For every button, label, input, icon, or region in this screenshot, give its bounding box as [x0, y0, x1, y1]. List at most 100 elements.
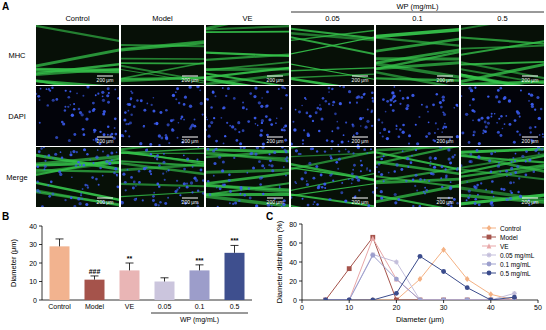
panel-label: A: [2, 1, 9, 12]
nucleus: [508, 99, 511, 102]
nucleus: [380, 190, 383, 193]
nucleus: [44, 168, 46, 170]
nucleus: [516, 110, 519, 113]
nucleus: [498, 118, 500, 120]
nucleus: [138, 170, 140, 172]
nucleus: [116, 152, 118, 154]
nucleus: [160, 137, 163, 140]
point: [441, 298, 446, 300]
nucleus: [154, 123, 156, 125]
nucleus: [212, 91, 215, 94]
nucleus: [421, 104, 423, 106]
point: [441, 298, 446, 300]
nucleus: [239, 142, 242, 145]
nucleus: [520, 89, 522, 91]
nucleus: [71, 176, 73, 178]
error-bar: [56, 239, 64, 246]
nucleus: [295, 109, 297, 111]
nucleus: [528, 100, 530, 102]
nucleus: [434, 132, 436, 134]
nucleus: [266, 91, 269, 94]
nucleus: [317, 186, 320, 189]
nucleus: [154, 203, 157, 206]
fiber: [121, 45, 204, 46]
nucleus: [345, 121, 347, 123]
nucleus: [356, 102, 358, 104]
point: [370, 297, 375, 300]
nucleus: [540, 108, 543, 111]
micrograph: [121, 147, 204, 207]
nucleus: [107, 101, 110, 104]
y-tick-label: 60: [289, 240, 297, 247]
nucleus: [103, 133, 106, 136]
nucleus: [396, 125, 398, 127]
nucleus: [158, 134, 161, 137]
nucleus: [424, 179, 426, 181]
nucleus: [461, 164, 462, 167]
nucleus: [341, 182, 343, 184]
nucleus: [425, 135, 428, 138]
nucleus: [95, 178, 98, 181]
nucleus: [233, 157, 235, 159]
nucleus: [308, 162, 311, 165]
nucleus: [439, 147, 442, 149]
nucleus: [127, 169, 129, 171]
y-tick-label: 20: [29, 260, 37, 267]
point: [323, 298, 328, 300]
nucleus: [178, 102, 180, 104]
y-tick-label: 40: [29, 223, 37, 230]
nucleus: [331, 173, 333, 175]
group-line: [291, 12, 544, 13]
nucleus: [227, 87, 230, 90]
nucleus: [329, 198, 331, 200]
nucleus: [537, 147, 540, 149]
nucleus: [171, 129, 174, 132]
nucleus: [466, 181, 468, 183]
nucleus: [519, 116, 521, 118]
nucleus: [145, 166, 148, 169]
nucleus: [102, 113, 105, 116]
nucleus: [73, 108, 76, 111]
nucleus: [361, 164, 363, 166]
point: [323, 298, 328, 300]
nucleus: [106, 94, 109, 97]
nucleus: [334, 113, 337, 116]
nucleus: [222, 160, 225, 163]
nucleus: [332, 104, 334, 106]
nucleus: [473, 111, 475, 113]
nucleus: [330, 148, 332, 150]
nucleus: [86, 86, 89, 88]
nucleus: [82, 95, 84, 97]
nucleus: [186, 183, 188, 185]
nucleus: [450, 181, 452, 183]
nucleus: [270, 123, 273, 126]
nucleus: [490, 116, 492, 118]
nucleus: [343, 134, 345, 136]
point: [347, 298, 352, 300]
group-line: [151, 313, 248, 314]
nucleus: [381, 122, 383, 124]
fiber: [376, 71, 459, 85]
nucleus: [281, 206, 283, 207]
nucleus: [481, 117, 484, 120]
point: [394, 298, 399, 300]
nucleus: [486, 116, 489, 119]
micrograph-bg: [376, 86, 459, 146]
nucleus: [79, 164, 81, 166]
x-tick-label: 0.1: [195, 303, 205, 310]
nucleus: [172, 94, 175, 97]
nucleus: [532, 170, 535, 173]
nucleus: [531, 103, 534, 106]
nucleus: [69, 153, 72, 156]
nucleus: [309, 115, 312, 118]
nucleus: [39, 191, 41, 193]
nucleus: [447, 148, 450, 151]
nucleus: [73, 205, 76, 207]
error-bar: [196, 265, 204, 271]
nucleus: [328, 91, 330, 93]
nucleus: [206, 129, 207, 131]
nucleus: [259, 134, 262, 137]
nucleus: [114, 167, 117, 170]
fiber: [36, 189, 119, 206]
nucleus: [449, 161, 452, 164]
